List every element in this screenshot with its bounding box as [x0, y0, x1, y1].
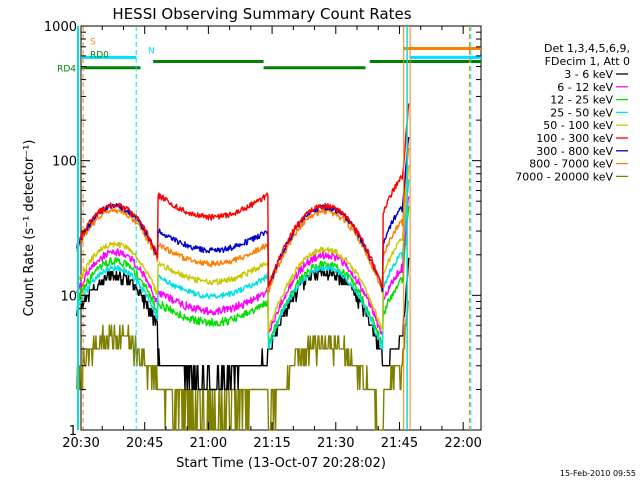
x-tick-label: 21:00	[190, 436, 227, 451]
chart-title: HESSI Observing Summary Count Rates	[112, 5, 411, 23]
y-tick-labels: 1 10 100 1000	[44, 20, 77, 439]
legend-entry-label: 6 - 12 keV	[557, 81, 613, 94]
x-tick-label: 22:00	[444, 436, 481, 451]
legend-entry-label: 25 - 50 keV	[550, 106, 613, 119]
x-tick-label: 20:30	[62, 436, 99, 451]
x-tick-label: 21:30	[317, 436, 354, 451]
legend-header-line-1: Det 1,3,4,5,6,9,	[544, 42, 630, 55]
series-line	[76, 147, 410, 294]
event-lines	[77, 26, 472, 430]
state-bar-label: N	[148, 46, 155, 56]
state-bar-label: RD4	[57, 65, 76, 75]
x-axis-label: Start Time (13-Oct-07 20:28:02)	[176, 456, 386, 471]
series-line	[76, 103, 410, 289]
plot-area: S N RD0 RD4	[57, 25, 482, 431]
series-line	[76, 300, 409, 431]
series-line	[76, 179, 410, 351]
legend-header-line-2: FDecim 1, Att 0	[545, 55, 630, 68]
legend-entry-label: 50 - 100 keV	[543, 119, 613, 132]
legend-entry-label: 12 - 25 keV	[550, 94, 613, 107]
y-tick-label: 1000	[44, 20, 77, 35]
legend: Det 1,3,4,5,6,9, FDecim 1, Att 0 3 - 6 k…	[515, 42, 630, 183]
series-layer	[76, 103, 410, 431]
state-bars: S N RD0 RD4	[57, 38, 481, 75]
legend-entry-label: 7000 - 20000 keV	[515, 170, 613, 183]
x-tick-labels: 20:30 20:45 21:00 21:15 21:30 21:45 22:00	[62, 436, 482, 451]
x-tick-label: 21:15	[253, 436, 290, 451]
y-tick-label: 1	[69, 424, 77, 439]
plot-frame	[80, 25, 482, 431]
legend-entry-label: 800 - 7000 keV	[529, 158, 613, 171]
state-bar-label: S	[90, 38, 96, 48]
x-tick-label: 21:45	[381, 436, 418, 451]
state-bar-label: RD0	[90, 50, 109, 60]
legend-entry-label: 100 - 300 keV	[536, 132, 613, 145]
series-line	[76, 206, 410, 347]
series-line	[76, 196, 410, 336]
axis-ticks	[80, 25, 481, 431]
x-tick-label: 20:45	[126, 436, 163, 451]
series-line	[76, 165, 410, 333]
footer-timestamp: 15-Feb-2010 09:55	[560, 469, 636, 478]
y-axis-label: Count Rate (s⁻¹ detector⁻¹)	[22, 140, 37, 317]
legend-entry-label: 3 - 6 keV	[564, 68, 613, 81]
legend-entry-label: 300 - 800 keV	[536, 145, 613, 158]
y-tick-label: 10	[60, 289, 77, 304]
y-tick-label: 100	[52, 155, 77, 170]
